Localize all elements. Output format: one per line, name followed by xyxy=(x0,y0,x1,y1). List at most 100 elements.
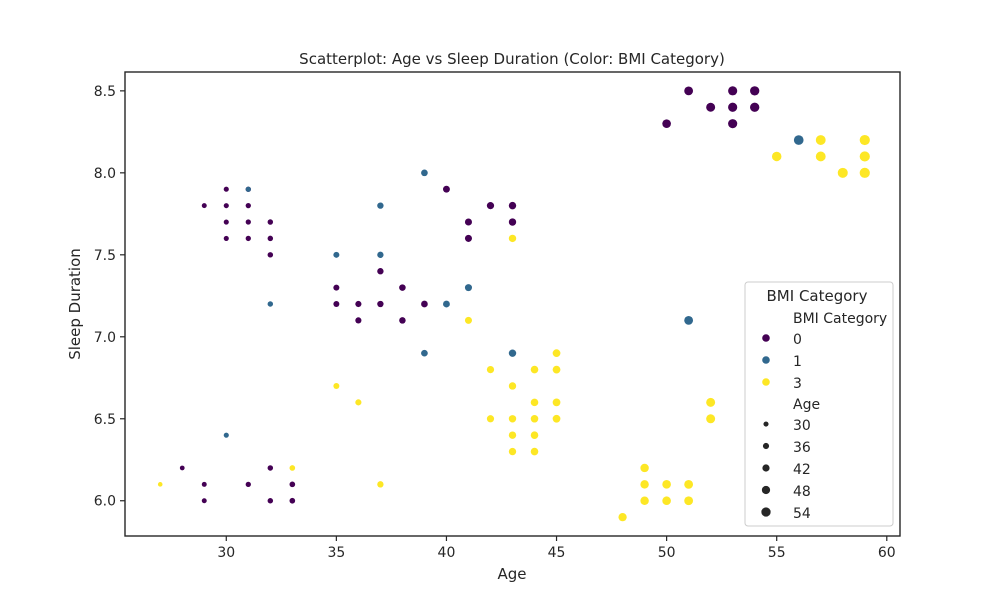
y-axis-label: Sleep Duration xyxy=(66,248,84,360)
legend-label-age-54: 54 xyxy=(793,506,811,522)
data-point-bmi-3 xyxy=(552,349,561,358)
data-point-bmi-0 xyxy=(443,185,450,193)
data-point-bmi-0 xyxy=(245,235,251,242)
data-point-bmi-3 xyxy=(771,151,782,162)
data-point-bmi-3 xyxy=(508,447,517,456)
data-point-bmi-0 xyxy=(421,300,428,308)
data-point-bmi-3 xyxy=(859,134,870,146)
data-point-bmi-3 xyxy=(662,496,671,506)
data-point-bmi-3 xyxy=(859,167,870,178)
data-point-bmi-3 xyxy=(706,397,716,407)
legend-label-age-48: 48 xyxy=(793,484,811,500)
x-tick-label: 35 xyxy=(327,545,345,561)
data-point-bmi-0 xyxy=(684,86,694,96)
data-point-bmi-3 xyxy=(684,479,694,489)
data-point-bmi-0 xyxy=(267,219,274,225)
legend-marker-age-42 xyxy=(762,464,770,472)
data-point-bmi-3 xyxy=(552,365,561,374)
legend-hue-entries: 0 1 3 xyxy=(762,332,802,392)
legend-marker-age-54 xyxy=(761,507,771,517)
data-point-bmi-3 xyxy=(815,151,826,162)
legend-label-bmi-3: 3 xyxy=(793,376,802,392)
data-point-bmi-0 xyxy=(464,218,472,226)
legend-marker-bmi-3 xyxy=(762,378,770,386)
data-points xyxy=(157,86,870,522)
legend-marker-bmi-1 xyxy=(762,356,770,364)
legend-size-entries: 30 36 42 48 54 xyxy=(761,418,811,522)
data-point-bmi-0 xyxy=(245,202,251,209)
data-point-bmi-0 xyxy=(223,219,229,225)
data-point-bmi-3 xyxy=(640,496,649,505)
data-point-bmi-0 xyxy=(377,268,384,275)
data-point-bmi-1 xyxy=(223,432,229,438)
x-tick-label: 45 xyxy=(548,545,566,561)
data-point-bmi-3 xyxy=(837,167,848,178)
data-point-bmi-3 xyxy=(552,398,561,407)
data-point-bmi-0 xyxy=(464,234,472,242)
data-point-bmi-0 xyxy=(267,465,274,471)
legend-label-age-42: 42 xyxy=(793,462,811,478)
data-point-bmi-1 xyxy=(464,284,472,292)
data-point-bmi-1 xyxy=(684,315,694,325)
data-point-bmi-3 xyxy=(289,465,296,471)
y-axis-ticks: 6.0 6.5 7.0 7.5 8.0 8.5 xyxy=(94,84,125,510)
data-point-bmi-0 xyxy=(223,186,229,192)
data-point-bmi-0 xyxy=(750,86,760,96)
data-point-bmi-0 xyxy=(486,202,495,210)
data-point-bmi-0 xyxy=(333,301,340,307)
data-point-bmi-3 xyxy=(508,234,517,243)
data-point-bmi-0 xyxy=(750,102,760,112)
data-point-bmi-3 xyxy=(355,399,362,406)
data-point-bmi-0 xyxy=(728,86,738,96)
legend-box xyxy=(744,281,894,527)
data-point-bmi-3 xyxy=(859,151,870,162)
data-point-bmi-3 xyxy=(508,431,517,439)
legend-label-age-36: 36 xyxy=(793,440,811,456)
x-axis-label: Age xyxy=(497,565,526,583)
data-point-bmi-0 xyxy=(289,497,296,504)
data-point-bmi-0 xyxy=(201,498,207,504)
data-point-bmi-0 xyxy=(508,218,517,226)
legend-marker-bmi-0 xyxy=(762,334,770,342)
data-point-bmi-3 xyxy=(486,365,495,374)
data-point-bmi-3 xyxy=(684,496,694,506)
data-point-bmi-0 xyxy=(333,284,340,291)
data-point-bmi-1 xyxy=(377,202,384,209)
y-tick-label: 7.5 xyxy=(94,248,116,264)
data-point-bmi-3 xyxy=(640,463,649,473)
x-tick-label: 55 xyxy=(768,545,786,561)
data-point-bmi-0 xyxy=(706,102,716,112)
y-tick-label: 6.5 xyxy=(94,412,116,428)
data-point-bmi-0 xyxy=(201,481,207,487)
data-point-bmi-0 xyxy=(179,465,185,471)
data-point-bmi-3 xyxy=(706,414,716,424)
data-point-bmi-0 xyxy=(728,119,738,129)
data-point-bmi-0 xyxy=(267,498,274,504)
y-tick-label: 6.0 xyxy=(94,494,116,510)
data-point-bmi-1 xyxy=(245,186,251,192)
data-point-bmi-1 xyxy=(267,301,274,307)
data-point-bmi-1 xyxy=(508,349,517,357)
data-point-bmi-3 xyxy=(552,414,561,423)
data-point-bmi-0 xyxy=(728,102,738,112)
data-point-bmi-0 xyxy=(355,317,362,324)
x-tick-label: 40 xyxy=(438,545,456,561)
data-point-bmi-0 xyxy=(267,235,274,242)
data-point-bmi-3 xyxy=(530,398,539,407)
data-point-bmi-0 xyxy=(377,300,384,308)
legend-size-title: Age xyxy=(793,397,820,413)
data-point-bmi-1 xyxy=(421,169,428,177)
data-point-bmi-1 xyxy=(443,300,450,308)
data-point-bmi-3 xyxy=(508,415,517,423)
data-point-bmi-3 xyxy=(486,415,495,423)
data-point-bmi-3 xyxy=(157,482,163,487)
legend-marker-age-30 xyxy=(763,421,769,427)
data-point-bmi-1 xyxy=(793,135,804,145)
legend-marker-age-36 xyxy=(762,442,770,450)
x-axis-ticks: 30 35 40 45 50 55 60 xyxy=(217,536,896,561)
data-point-bmi-3 xyxy=(333,382,340,389)
data-point-bmi-0 xyxy=(245,481,251,488)
data-point-bmi-3 xyxy=(662,480,671,489)
plot-frame xyxy=(124,71,901,537)
legend-title: BMI Category xyxy=(767,287,868,305)
